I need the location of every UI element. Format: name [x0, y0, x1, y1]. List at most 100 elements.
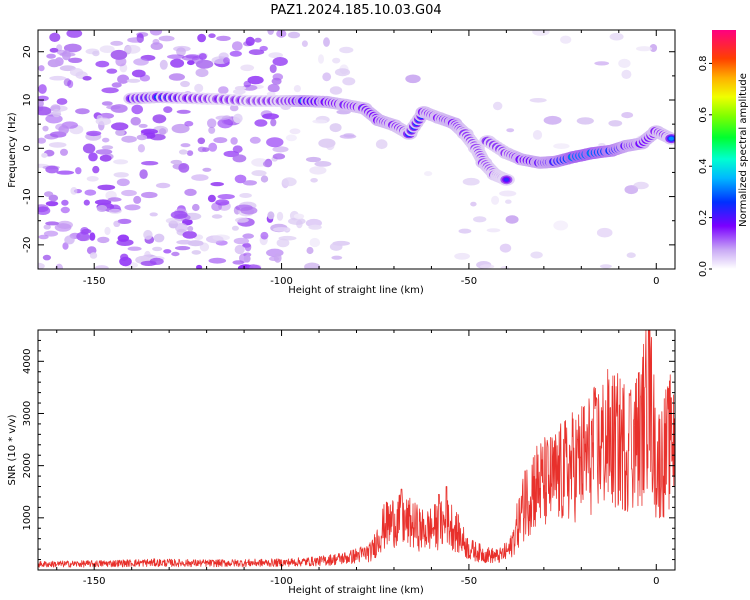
noise-blob: [232, 260, 245, 265]
noise-blob: [609, 32, 624, 41]
noise-blob: [318, 54, 324, 64]
noise-blob: [276, 211, 284, 221]
noise-blob: [251, 170, 267, 177]
noise-blob: [218, 86, 229, 95]
noise-blob: [153, 233, 165, 243]
noise-blob: [43, 224, 51, 230]
noise-blob: [194, 83, 204, 93]
noise-blob: [243, 80, 251, 88]
noise-blob: [133, 58, 149, 66]
noise-blob: [272, 57, 288, 66]
snr-ylabel: SNR (10 * v/v): [7, 414, 18, 485]
noise-blob: [61, 199, 69, 206]
x-tick-label: -150: [83, 576, 106, 587]
noise-blob: [242, 233, 254, 239]
noise-blob: [308, 224, 322, 230]
noise-blob: [197, 137, 206, 145]
noise-blob: [208, 126, 216, 134]
noise-blob: [171, 123, 190, 134]
spectrogram-ridge: [123, 91, 675, 186]
noise-blob: [260, 175, 269, 183]
noise-blob: [342, 77, 356, 86]
noise-blob: [117, 218, 132, 224]
noise-blob: [267, 211, 275, 220]
noise-blob: [60, 206, 70, 214]
noise-blob: [240, 64, 255, 72]
noise-blob: [124, 204, 141, 211]
noise-blob: [99, 154, 112, 162]
noise-blob: [462, 177, 480, 186]
y-tick-label: 4000: [22, 349, 33, 374]
noise-blob: [137, 144, 145, 153]
noise-blob: [254, 37, 262, 43]
noise-blob: [159, 128, 167, 136]
y-tick-label: -20: [22, 237, 33, 253]
noise-blob: [479, 264, 495, 269]
noise-blob: [208, 142, 218, 152]
noise-blob: [273, 253, 282, 263]
noise-blob: [339, 46, 354, 54]
spectrogram-xlabel: Height of straight line (km): [288, 285, 424, 296]
noise-blob: [473, 216, 487, 223]
noise-blob: [210, 182, 224, 187]
noise-blob: [287, 31, 301, 39]
noise-blob: [314, 161, 332, 167]
noise-blob: [45, 165, 59, 174]
noise-blob: [95, 149, 113, 155]
noise-blob: [38, 262, 45, 269]
noise-blob: [48, 142, 67, 148]
noise-blob: [329, 86, 343, 95]
noise-blob: [198, 53, 207, 60]
noise-blob: [83, 199, 90, 206]
noise-blob: [184, 120, 194, 127]
snr-series-line: [38, 330, 675, 568]
y-tick-label: 0: [22, 145, 33, 151]
noise-blob: [86, 176, 99, 182]
noise-blob: [48, 194, 58, 202]
noise-blob: [56, 98, 68, 105]
y-tick-label: 3000: [22, 401, 33, 426]
noise-blob: [229, 104, 239, 112]
noise-blob: [152, 114, 167, 124]
colorbar-tick-label: 0.8: [698, 55, 709, 71]
x-tick-label: -50: [461, 576, 477, 587]
noise-blob: [63, 43, 82, 53]
noise-blob: [202, 167, 212, 172]
y-tick-label: 1000: [22, 505, 33, 530]
noise-blob: [233, 237, 250, 245]
noise-blob: [119, 256, 132, 267]
noise-blob: [491, 195, 500, 205]
noise-blob: [293, 213, 305, 219]
noise-blob: [626, 252, 636, 258]
noise-blob: [596, 227, 613, 238]
noise-blob: [94, 199, 112, 205]
noise-blob: [254, 119, 268, 127]
ridge-blob: [503, 177, 509, 182]
noise-blob: [234, 244, 245, 255]
noise-blob: [215, 115, 230, 121]
noise-blob: [168, 73, 185, 81]
noise-blob: [38, 106, 52, 116]
noise-blob: [197, 33, 207, 43]
noise-blob: [60, 148, 68, 156]
noise-blob: [101, 101, 113, 106]
noise-blob: [486, 228, 501, 233]
noise-blob: [234, 86, 246, 91]
noise-blob: [38, 206, 51, 215]
noise-blob: [155, 182, 171, 189]
noise-blob: [454, 252, 470, 260]
snr-xlabel: Height of straight line (km): [288, 585, 424, 596]
noise-blob: [171, 251, 180, 257]
noise-blob: [289, 128, 301, 135]
noise-blob: [234, 174, 247, 184]
noise-blob: [178, 149, 188, 155]
noise-blob: [216, 35, 231, 42]
noise-blob: [272, 227, 291, 232]
noise-blob: [306, 246, 314, 255]
noise-blob: [127, 246, 142, 251]
noise-blob: [184, 188, 197, 196]
y-tick-label: 10: [22, 94, 33, 107]
x-tick-label: -100: [270, 276, 293, 287]
noise-blob: [82, 76, 92, 81]
